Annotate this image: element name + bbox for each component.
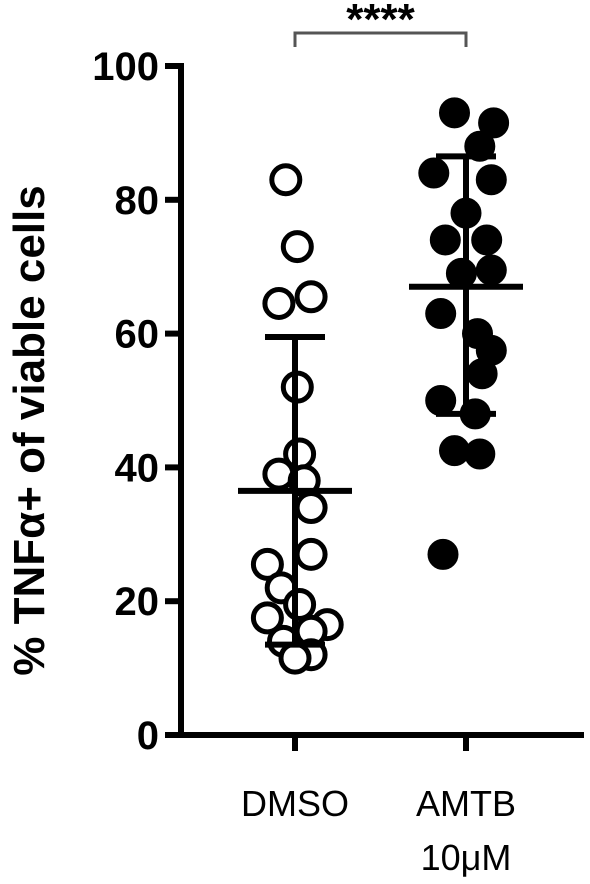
x-ticks: DMSO AMTB 10μM: [241, 735, 516, 878]
data-point: [429, 224, 461, 256]
data-point: [464, 130, 496, 162]
x-tick-label: AMTB: [416, 783, 516, 824]
data-point: [466, 358, 498, 390]
y-axis: 0 20 40 60 80 100 % TNFα+ of viable cells: [5, 45, 184, 758]
data-point: [464, 438, 496, 470]
data-point: [294, 280, 328, 314]
y-tick-label: 40: [115, 446, 160, 490]
y-tick-label: 100: [92, 45, 159, 89]
data-point: [280, 230, 314, 264]
data-point: [427, 538, 459, 570]
y-ticks: 0 20 40 60 80 100: [92, 45, 181, 758]
data-point: [294, 537, 328, 571]
y-tick-label: 60: [115, 313, 160, 357]
data-point: [445, 257, 477, 289]
x-axis: DMSO AMTB 10μM: [178, 732, 584, 878]
data-point: [283, 588, 317, 622]
x-tick-label-line2: 10μM: [421, 837, 512, 878]
significance-bracket: ****: [293, 0, 468, 47]
data-point: [262, 286, 296, 320]
data-point: [294, 491, 328, 525]
significance-bracket-line: [293, 31, 468, 47]
data-point: [475, 254, 507, 286]
data-point: [278, 641, 312, 675]
data-point: [439, 97, 470, 129]
x-tick-label: DMSO: [241, 783, 349, 824]
data-point: [269, 163, 303, 197]
data-point: [425, 385, 457, 416]
data-point: [475, 164, 507, 196]
y-axis-label: % TNFα+ of viable cells: [5, 185, 54, 675]
data-point: [471, 224, 503, 256]
series-group: [238, 163, 352, 675]
data-point: [418, 157, 450, 189]
series-group: [409, 97, 523, 570]
y-tick-label: 0: [137, 714, 159, 758]
y-tick-label: 80: [115, 179, 160, 223]
data-point: [439, 435, 470, 467]
data-point: [250, 547, 284, 581]
plot-area: [238, 97, 523, 675]
data-point: [425, 298, 457, 330]
y-tick-label: 20: [115, 580, 160, 624]
significance-label: ****: [346, 0, 415, 44]
data-point: [478, 107, 510, 139]
data-point: [250, 601, 284, 635]
